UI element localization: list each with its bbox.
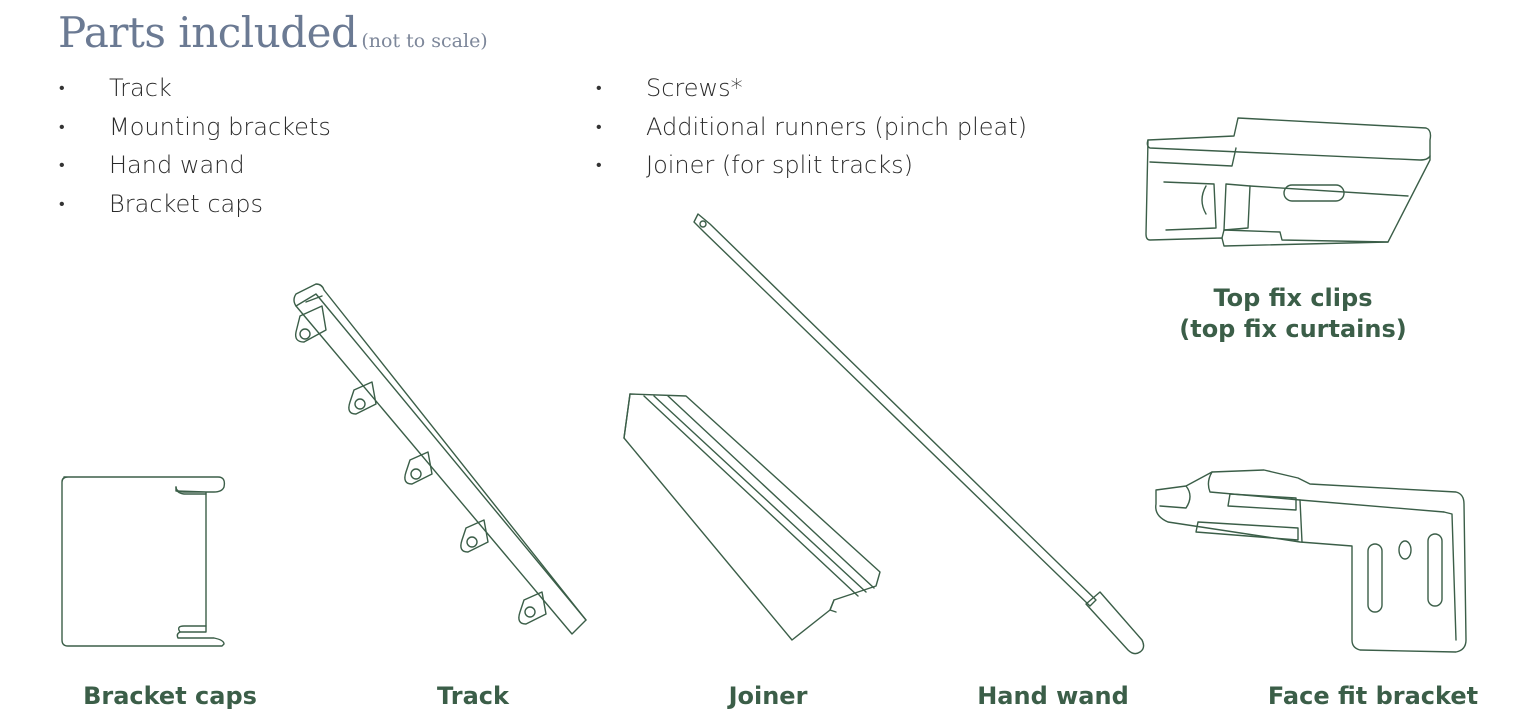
list-item-screws: Screws* [596,69,1027,108]
joiner-illustration [623,393,881,641]
hand-wand-illustration [693,213,1145,655]
list-item-bracket-caps: Bracket caps [59,185,331,224]
list-item-hand-wand: Hand wand [59,146,331,185]
title-text: Parts included [58,8,358,57]
parts-list-column-1: Track Mounting brackets Hand wand Bracke… [59,69,331,223]
page-title: Parts included (not to scale) [58,8,488,57]
bracket-cap-illustration [61,476,226,647]
list-item-additional-runners: Additional runners (pinch pleat) [596,108,1027,147]
list-item-joiner: Joiner (for split tracks) [596,146,1027,185]
list-item-mounting-brackets: Mounting brackets [59,108,331,147]
label-top-fix-clips-line1: Top fix clips [1213,284,1373,312]
label-track: Track [437,682,509,710]
label-bracket-caps: Bracket caps [83,682,257,710]
label-top-fix-clips: Top fix clips (top fix curtains) [1170,283,1416,345]
track-illustration [293,283,587,635]
face-fit-bracket-illustration [1155,469,1467,653]
parts-list-column-2: Screws* Additional runners (pinch pleat)… [596,69,1027,185]
top-fix-clip-illustration [1145,117,1432,247]
label-top-fix-clips-line2: (top fix curtains) [1179,315,1407,343]
title-subtitle: (not to scale) [361,30,488,52]
label-face-fit-bracket: Face fit bracket [1267,682,1479,710]
list-item-track: Track [59,69,331,108]
label-joiner: Joiner [728,682,808,710]
label-hand-wand: Hand wand [977,682,1129,710]
